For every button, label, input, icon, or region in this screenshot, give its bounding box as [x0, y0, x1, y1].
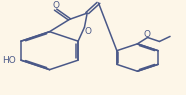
Text: O: O [84, 27, 91, 36]
Text: HO: HO [2, 56, 15, 65]
Text: O: O [143, 30, 150, 39]
Text: O: O [53, 1, 60, 10]
